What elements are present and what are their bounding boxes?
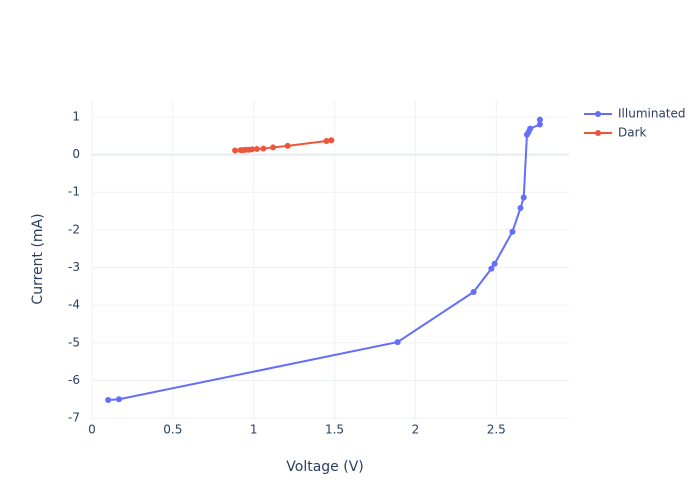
x-axis-title: Voltage (V) xyxy=(286,459,363,475)
point xyxy=(323,138,330,145)
point xyxy=(232,147,239,154)
point xyxy=(509,228,516,235)
x-tick-label: 0 xyxy=(88,423,96,437)
point xyxy=(105,397,112,404)
y-tick-label: 0 xyxy=(72,147,80,161)
point xyxy=(270,144,277,151)
point xyxy=(470,289,477,295)
point xyxy=(116,396,123,403)
y-tick-label: -7 xyxy=(68,411,80,425)
y-tick-label: -5 xyxy=(68,335,80,349)
x-tick-label: 2 xyxy=(412,423,420,437)
y-tick-label: -3 xyxy=(68,260,80,274)
x-tick-label: 0.5 xyxy=(163,423,182,437)
point xyxy=(328,137,335,144)
y-tick-label: -6 xyxy=(68,373,80,387)
y-tick-label: -2 xyxy=(68,222,80,236)
point xyxy=(527,125,534,132)
point xyxy=(260,145,267,152)
point xyxy=(520,194,527,201)
legend-marker xyxy=(595,111,601,117)
point xyxy=(491,260,498,267)
x-tick-label: 1 xyxy=(250,423,258,437)
y-tick-label: -4 xyxy=(68,298,80,312)
point xyxy=(536,121,543,128)
point xyxy=(536,116,543,123)
legend-marker xyxy=(595,130,601,136)
point xyxy=(253,145,260,152)
point xyxy=(284,142,291,149)
point xyxy=(249,146,256,153)
point xyxy=(488,265,495,272)
y-tick-label: -1 xyxy=(68,185,80,199)
legend-label: Dark xyxy=(618,126,647,140)
x-tick-label: 1.5 xyxy=(325,423,344,437)
legend-label: Illuminated xyxy=(618,107,686,121)
x-tick-label: 2.5 xyxy=(487,423,506,437)
point xyxy=(394,339,401,346)
y-tick-label: 1 xyxy=(72,109,80,123)
y-axis-title: Current (mA) xyxy=(30,213,46,304)
point xyxy=(517,205,524,212)
